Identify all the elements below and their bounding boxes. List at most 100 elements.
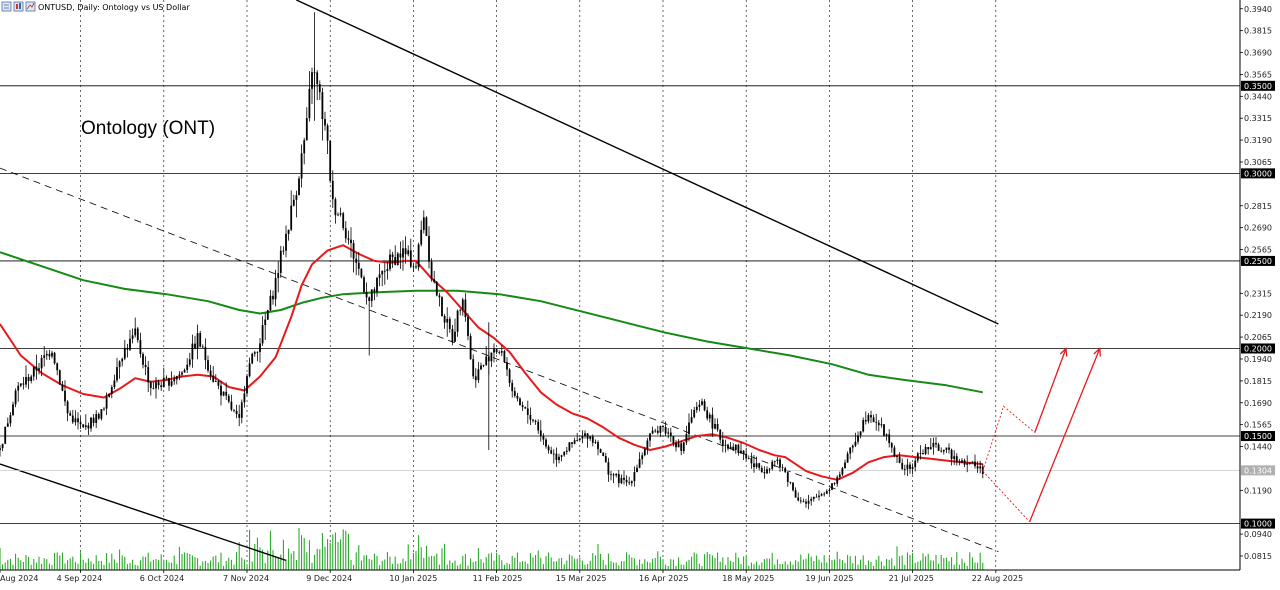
candle-body [576,440,579,441]
candle-body [838,474,841,478]
candle [646,438,649,455]
candle [230,394,233,412]
candle [771,459,774,471]
candle [714,418,716,430]
candle [103,407,105,411]
candle-body [360,268,363,278]
candle-body [256,351,259,353]
candle [799,497,802,504]
candle-body [131,335,134,339]
candle-body [25,376,27,385]
candle-body [607,462,610,475]
candle [953,450,956,465]
candle [201,344,204,349]
candle-body [758,463,761,468]
y-tick-label: 0.2190 [1244,311,1272,320]
candle [896,454,898,464]
candle [950,448,953,466]
current-price-box [1241,465,1275,476]
chart-bars-icon[interactable] [1,1,12,12]
candle [136,326,139,343]
candle-body [498,352,501,353]
candle-body [784,468,787,473]
candle-body [103,408,105,410]
candle-body [347,238,350,240]
candle [123,339,126,361]
candle [888,429,891,448]
candle-body [771,461,774,469]
candle-body [550,450,553,454]
candle-body [779,459,781,468]
candle [256,351,259,362]
candle-body [963,460,966,465]
candle [906,458,909,477]
candle-body [493,349,495,353]
candle-body [979,466,982,469]
candle-body [274,278,277,300]
candle-body [391,254,394,258]
candle-body [974,461,976,467]
candle [594,439,597,445]
candle [498,350,501,355]
candle [732,443,735,452]
candle [14,388,17,408]
candle-body [100,409,103,419]
candle [721,431,724,453]
candle-body [617,473,620,484]
candle [766,466,768,475]
candle-body [321,92,324,120]
candle-body [545,439,547,447]
candle-body [199,333,202,347]
candle-body [695,406,698,411]
candle-body [464,299,467,317]
candle-body [542,435,545,440]
candle-body [412,266,415,268]
candle [500,344,503,357]
candle [308,71,311,122]
candle-body [763,472,766,474]
candle-body [162,377,165,388]
candle [935,437,937,448]
candle-body [409,250,412,267]
candle [6,417,9,427]
candle-body [279,250,282,273]
candle [870,410,872,423]
y-tick-label: 0.1690 [1244,399,1272,408]
candle-body [108,393,111,397]
candle-body [344,228,347,239]
candle-body [82,424,85,428]
candle [693,406,696,419]
candle [784,466,787,473]
candle-body [768,468,771,470]
candle [305,107,308,141]
candle-body [867,415,870,422]
candle [376,276,378,297]
candle [836,475,839,487]
candle-body [958,461,961,463]
candle-body [721,439,724,446]
candle-body [854,441,857,446]
candle [87,422,90,435]
chart-line-icon[interactable] [25,1,36,12]
candle [259,337,261,363]
candle [38,363,40,375]
candle [833,482,836,486]
candle-body [883,424,885,436]
x-tick-label: 22 Aug 2025 [972,574,1023,583]
candle [768,467,771,474]
candle-body [937,444,940,451]
y-tick-label: 0.3690 [1244,49,1272,58]
chart-candles-icon[interactable] [13,1,24,12]
candle-body [932,442,935,448]
candle [95,410,98,428]
candle [178,371,181,381]
candle-body [17,385,20,391]
candle [940,447,943,453]
candle [160,381,163,392]
candle [53,351,56,365]
candle-body [201,346,204,348]
candle-body [186,364,189,370]
candle-body [643,449,646,456]
candle [924,443,927,456]
